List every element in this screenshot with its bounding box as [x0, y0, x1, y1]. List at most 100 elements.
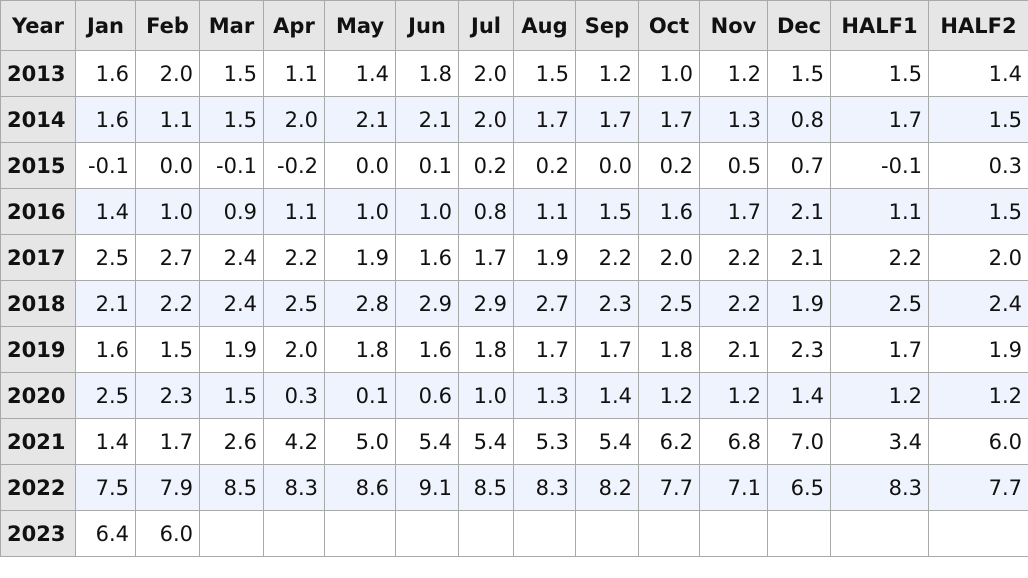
table-cell: 1.1: [513, 188, 576, 235]
table-cell: 1.5: [199, 96, 264, 143]
table-cell: 5.4: [575, 418, 639, 465]
table-cell: 6.8: [699, 418, 768, 465]
table-row: 2022 7.5 7.9 8.5 8.3 8.6 9.1 8.5 8.3 8.2 7.7 7.1 6.5…: [0, 464, 1028, 511]
table-cell: 1.7: [513, 326, 576, 373]
table-cell: 7.1: [699, 464, 768, 511]
table-cell: 2.7: [513, 280, 576, 327]
table-cell: 1.5: [767, 50, 831, 97]
row-year-label: 2019: [0, 326, 76, 373]
table-cell: 2.2: [575, 234, 639, 281]
column-header-oct: Oct: [638, 0, 700, 51]
row-year-label: 2015: [0, 142, 76, 189]
table-row: 2021 1.4 1.7 2.6 4.2 5.0 5.4 5.4 5.3 5.4 6.2 6.8 7.0…: [0, 418, 1028, 465]
column-header-feb: Feb: [135, 0, 200, 51]
table-row: 2023 6.4 6.0: [0, 510, 1028, 557]
table-cell: 8.5: [199, 464, 264, 511]
table-cell: 2.0: [638, 234, 700, 281]
table-cell: 1.0: [135, 188, 200, 235]
table-cell: 1.7: [699, 188, 768, 235]
table-cell: 0.1: [395, 142, 459, 189]
row-year-label: 2020: [0, 372, 76, 419]
table-cell: 8.6: [324, 464, 396, 511]
column-header-half2: HALF2: [928, 0, 1028, 51]
table-cell: 0.3: [263, 372, 325, 419]
column-header-half1: HALF1: [830, 0, 929, 51]
table-cell: 0.3: [928, 142, 1028, 189]
row-year-label: 2023: [0, 510, 76, 557]
table-cell: [395, 510, 459, 557]
table-cell: 2.4: [928, 280, 1028, 327]
table-cell: 2.1: [324, 96, 396, 143]
table-cell: 6.0: [135, 510, 200, 557]
table-cell: 1.5: [135, 326, 200, 373]
table-row: 2016 1.4 1.0 0.9 1.1 1.0 1.0 0.8 1.1 1.5 1.6 1.7 2.1…: [0, 188, 1028, 235]
column-header-apr: Apr: [263, 0, 325, 51]
table-cell: 2.2: [263, 234, 325, 281]
table-cell: 1.7: [575, 326, 639, 373]
table-cell: -0.1: [199, 142, 264, 189]
table-cell: 3.4: [830, 418, 929, 465]
table-cell: 2.5: [263, 280, 325, 327]
table-cell: 1.6: [75, 50, 136, 97]
table-cell: 2.1: [767, 188, 831, 235]
table-cell: 2.8: [324, 280, 396, 327]
table-cell: 2.0: [135, 50, 200, 97]
table-cell: 2.2: [830, 234, 929, 281]
row-year-label: 2022: [0, 464, 76, 511]
table-cell: 2.5: [830, 280, 929, 327]
table-cell: 2.4: [199, 234, 264, 281]
table-cell: 5.3: [513, 418, 576, 465]
row-year-label: 2021: [0, 418, 76, 465]
table-cell: 1.1: [830, 188, 929, 235]
table-cell: 0.2: [458, 142, 514, 189]
table-row: 2019 1.6 1.5 1.9 2.0 1.8 1.6 1.8 1.7 1.7 1.8 2.1 2.3…: [0, 326, 1028, 373]
table-cell: 2.0: [458, 50, 514, 97]
table-cell: 8.3: [830, 464, 929, 511]
table-cell: 1.2: [928, 372, 1028, 419]
table-cell: 9.1: [395, 464, 459, 511]
column-header-sep: Sep: [575, 0, 639, 51]
table-cell: [513, 510, 576, 557]
table-row: 2020 2.5 2.3 1.5 0.3 0.1 0.6 1.0 1.3 1.4 1.2 1.2 1.4…: [0, 372, 1028, 419]
table-cell: 0.2: [638, 142, 700, 189]
table-cell: 2.0: [263, 96, 325, 143]
table-cell: 1.7: [135, 418, 200, 465]
table-cell: 7.0: [767, 418, 831, 465]
table-cell: 1.6: [395, 326, 459, 373]
table-cell: 2.2: [135, 280, 200, 327]
column-header-jan: Jan: [75, 0, 136, 51]
table-cell: 1.4: [324, 50, 396, 97]
table-cell: 1.8: [324, 326, 396, 373]
table-cell: 2.1: [395, 96, 459, 143]
table-cell: [458, 510, 514, 557]
row-year-label: 2018: [0, 280, 76, 327]
table-cell: 1.6: [395, 234, 459, 281]
table-cell: 1.4: [75, 418, 136, 465]
table-cell: 1.4: [75, 188, 136, 235]
table-cell: 1.7: [513, 96, 576, 143]
table-cell: 7.7: [638, 464, 700, 511]
table-cell: 1.9: [767, 280, 831, 327]
table-cell: [575, 510, 639, 557]
table-cell: 1.1: [135, 96, 200, 143]
table-cell: [699, 510, 768, 557]
table-cell: [263, 510, 325, 557]
table-cell: 2.3: [575, 280, 639, 327]
table-cell: 8.2: [575, 464, 639, 511]
row-year-label: 2017: [0, 234, 76, 281]
row-year-label: 2013: [0, 50, 76, 97]
table-cell: 2.1: [699, 326, 768, 373]
table-cell: 2.3: [135, 372, 200, 419]
table-cell: 0.6: [395, 372, 459, 419]
table-cell: 1.9: [199, 326, 264, 373]
table-cell: 0.7: [767, 142, 831, 189]
column-header-jun: Jun: [395, 0, 459, 51]
column-header-year: Year: [0, 0, 76, 51]
table-cell: 1.5: [199, 372, 264, 419]
table-cell: 1.6: [75, 326, 136, 373]
table-cell: 2.0: [263, 326, 325, 373]
table-cell: 2.9: [395, 280, 459, 327]
table-cell: 1.5: [575, 188, 639, 235]
table-cell: 2.2: [699, 280, 768, 327]
table-cell: 7.5: [75, 464, 136, 511]
